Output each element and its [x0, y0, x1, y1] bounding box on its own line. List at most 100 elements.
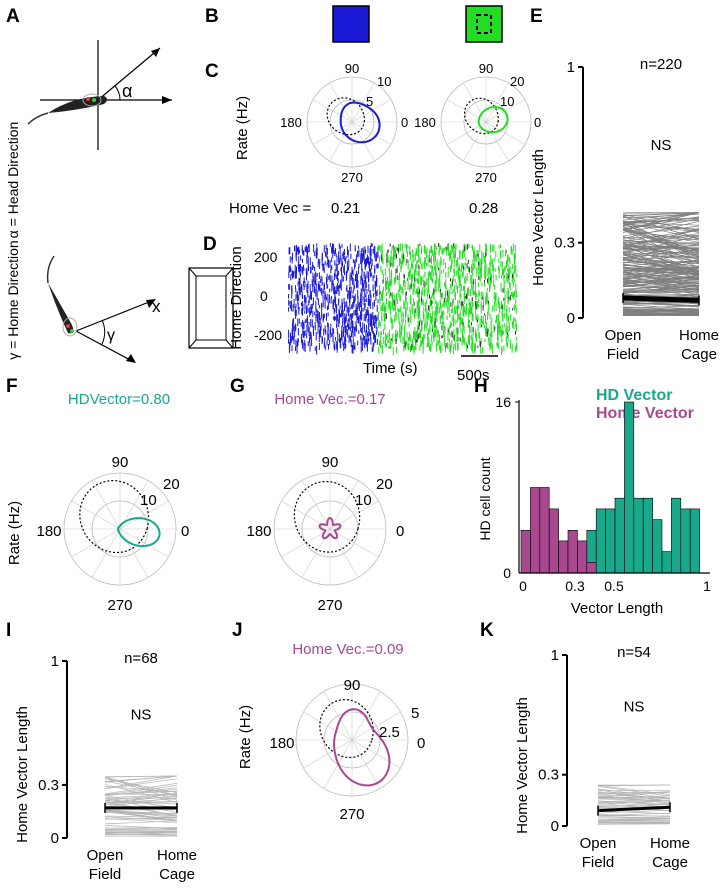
raster-tick-cage	[458, 269, 460, 274]
raster-tick-spike	[438, 243, 440, 247]
raster-tick-open	[309, 257, 311, 266]
raster-tick-cage	[443, 259, 445, 265]
raster-tick-cage	[393, 254, 395, 263]
raster-tick-cage	[426, 309, 428, 318]
d-xlabel: Time (s)	[363, 360, 417, 377]
raster-tick-open	[334, 294, 336, 300]
raster-tick-cage	[491, 343, 493, 349]
raster-tick-cage	[438, 244, 440, 254]
raster-tick-open	[335, 316, 337, 321]
raster-tick-open	[369, 300, 371, 309]
raster-tick-cage	[489, 313, 491, 320]
home-vector-bar	[586, 561, 597, 574]
paired-cell-line	[622, 225, 700, 237]
raster-tick-cage	[495, 315, 497, 324]
raster-tick-cage	[485, 315, 486, 324]
raster-tick-cage	[503, 271, 505, 281]
raster-tick-open	[371, 258, 373, 266]
raster-tick-cage	[467, 288, 468, 297]
raster-tick-open	[365, 327, 367, 332]
raster-tick-cage	[471, 313, 473, 321]
raster-tick-open	[344, 316, 346, 324]
raster-tick-spike	[463, 246, 465, 251]
raster-tick-open	[341, 261, 343, 269]
raster-tick-open	[319, 317, 321, 324]
raster-tick-cage	[513, 271, 515, 280]
raster-tick-open	[337, 278, 339, 284]
raster-tick-cage	[499, 326, 501, 334]
raster-tick-cage	[472, 281, 474, 291]
raster-tick-open	[327, 322, 329, 328]
raster-tick-cage	[475, 291, 477, 301]
raster-tick-open	[315, 332, 317, 341]
raster-tick-cage	[487, 296, 489, 303]
j-radius-outer: 5	[411, 705, 419, 722]
raster-tick-open	[335, 301, 336, 308]
raster-tick-open	[311, 291, 312, 301]
raster-tick-spike	[407, 277, 409, 282]
raster-tick-cage	[471, 264, 473, 273]
raster-tick-cage	[439, 340, 441, 348]
raster-tick-cage	[507, 257, 509, 261]
raster-tick-cage	[380, 340, 381, 349]
raster-tick-cage	[381, 306, 383, 312]
raster-tick-open	[303, 331, 305, 339]
raster-tick-cage	[481, 250, 483, 260]
raster-tick-cage	[443, 338, 445, 346]
raster-tick-cage	[464, 277, 466, 284]
rat-tail-icon	[27, 112, 49, 125]
raster-tick-open	[373, 250, 375, 255]
raster-tick-cage	[418, 295, 420, 303]
raster-tick-cage	[468, 298, 470, 306]
raster-tick-open	[376, 330, 377, 335]
raster-tick-cage	[400, 308, 402, 312]
raster-tick-cage	[428, 328, 430, 335]
raster-tick-cage	[457, 299, 459, 308]
raster-tick-open	[323, 263, 325, 269]
raster-tick-cage	[473, 291, 475, 295]
raster-tick-open	[339, 259, 341, 265]
raster-tick-cage	[387, 249, 388, 259]
raster-tick-cage	[378, 320, 380, 326]
raster-tick-cage	[513, 291, 515, 295]
raster-tick-cage	[515, 319, 517, 328]
raster-tick-open	[375, 291, 377, 296]
raster-tick-cage	[471, 280, 473, 288]
raster-tick-cage	[378, 322, 380, 328]
raster-tick-cage	[419, 260, 421, 265]
raster-tick-cage	[486, 287, 488, 292]
raster-tick-open	[309, 342, 311, 352]
raster-tick-open	[288, 338, 289, 344]
raster-tick-cage	[378, 289, 380, 295]
raster-tick-open	[297, 338, 299, 347]
raster-tick-open	[308, 321, 310, 326]
polar-spoke	[91, 528, 121, 578]
raster-tick-cage	[453, 268, 455, 274]
raster-tick-cage	[474, 259, 476, 269]
raster-tick-cage	[380, 330, 382, 335]
raster-tick-cage	[443, 303, 445, 307]
raster-tick-open	[311, 339, 313, 347]
raster-tick-cage	[464, 291, 466, 300]
raster-tick-cage	[514, 303, 516, 311]
raster-tick-open	[300, 322, 302, 327]
raster-tick-cage	[380, 322, 382, 327]
raster-tick-cage	[508, 267, 510, 276]
paired-cell-line	[104, 775, 178, 789]
raster-tick-cage	[456, 332, 458, 342]
raster-tick-open	[365, 294, 367, 298]
raster-tick-cage	[380, 331, 382, 341]
raster-tick-cage	[426, 342, 428, 348]
raster-tick-spike	[467, 344, 468, 349]
raster-tick-cage	[434, 249, 435, 256]
raster-tick-cage	[438, 278, 440, 285]
raster-tick-open	[294, 306, 296, 315]
raster-tick-spike	[418, 264, 420, 270]
raster-tick-open	[362, 283, 364, 288]
raster-tick-cage	[461, 339, 463, 346]
raster-tick-cage	[439, 334, 440, 343]
raster-tick-cage	[473, 342, 475, 348]
raster-tick-cage	[491, 347, 493, 354]
polar-spoke	[351, 739, 381, 789]
c2-radius-outer: 20	[510, 74, 524, 89]
